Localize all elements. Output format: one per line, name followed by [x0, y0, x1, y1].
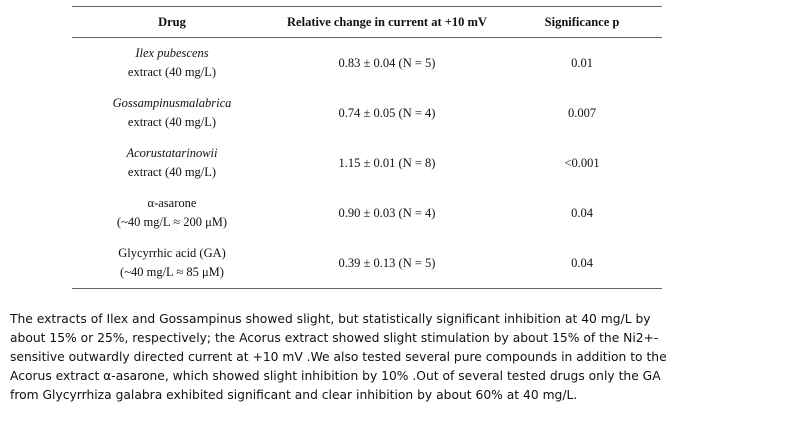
table-row: Gossampinusmalabrica extract (40 mg/L) 0.7… — [72, 88, 662, 138]
table-row: Glycyrrhic acid (GA) (~40 mg/L ≈ 85 μM) 0.… — [72, 238, 662, 289]
paragraph-line: sensitive outwardly directed current at … — [10, 350, 667, 364]
header-row: Drug Relative change in current at +10 mV… — [72, 6, 662, 38]
drug-cell: Acorustatarinowii extract (40 mg/L) — [72, 138, 272, 188]
drug-table: Drug Relative change in current at +10 mV… — [72, 6, 662, 289]
significance-cell: 0.04 — [571, 205, 593, 220]
change-cell: 0.39 ± 0.13 (N = 5) — [272, 238, 502, 289]
drug-cell: α-asarone (~40 mg/L ≈ 200 μM) — [72, 188, 272, 238]
significance-cell: 0.007 — [567, 105, 597, 120]
drug-line: Glycyrrhic acid (GA) — [118, 246, 226, 260]
drug-line: Gossampinusmalabrica — [112, 96, 232, 110]
header-cell: Relative change in current at +10 mV — [272, 6, 502, 38]
paragraph-line: from Glycyrrhiza galabra exhibited signi… — [10, 388, 578, 402]
table-body: Ilex pubescens extract (40 mg/L) 0.83 ± 0.… — [72, 38, 662, 289]
change-cell: 1.15 ± 0.01 (N = 8) — [338, 155, 436, 170]
paragraph: The extracts of Ilex and Gossampinus sho… — [10, 310, 790, 405]
significance-cell: 0.04 — [502, 238, 662, 289]
significance-cell: <0.001 — [564, 155, 600, 170]
header-cell: Significance p — [502, 6, 662, 38]
drug-line: extract (40 mg/L) — [127, 65, 217, 79]
change-cell: 0.83 ± 0.04 (N = 5) — [338, 55, 436, 70]
drug-line: extract (40 mg/L) — [127, 165, 217, 179]
drug-cell: Glycyrrhic acid (GA) (~40 mg/L ≈ 85 μM) — [72, 238, 272, 289]
drug-line: (~40 mg/L ≈ 85 μM) — [120, 265, 224, 279]
significance-cell: 0.01 — [571, 55, 593, 70]
paragraph-line: The extracts of Ilex and Gossampinus sho… — [10, 312, 651, 326]
change-cell: 0.90 ± 0.03 (N = 4) — [338, 205, 436, 220]
paragraph-line: Acorus extract α-asarone, which showed s… — [10, 369, 661, 383]
drug-line: extract (40 mg/L) — [127, 115, 217, 129]
drug-line: Ilex pubescens — [135, 46, 209, 60]
paragraph-line: about 15% or 25%, respectively; the Acor… — [10, 331, 659, 345]
table-row: Acorustatarinowii extract (40 mg/L) 1.15 ±… — [72, 138, 662, 188]
drug-cell: Gossampinusmalabrica extract (40 mg/L) — [72, 88, 272, 138]
header-cell: Drug — [72, 6, 272, 38]
drug-line: (~40 mg/L ≈ 200 μM) — [116, 215, 228, 229]
change-cell: 0.74 ± 0.05 (N = 4) — [338, 105, 436, 120]
table-row: Ilex pubescens extract (40 mg/L) 0.83 ± 0.… — [72, 38, 662, 89]
table-header: Drug Relative change in current at +10 mV… — [72, 6, 662, 38]
drug-line: α-asarone — [147, 196, 197, 210]
drug-line: Acorustatarinowii — [126, 146, 218, 160]
table-row: α-asarone (~40 mg/L ≈ 200 μM) 0.90 ± 0.03 … — [72, 188, 662, 238]
drug-cell: Ilex pubescens extract (40 mg/L) — [72, 38, 272, 89]
